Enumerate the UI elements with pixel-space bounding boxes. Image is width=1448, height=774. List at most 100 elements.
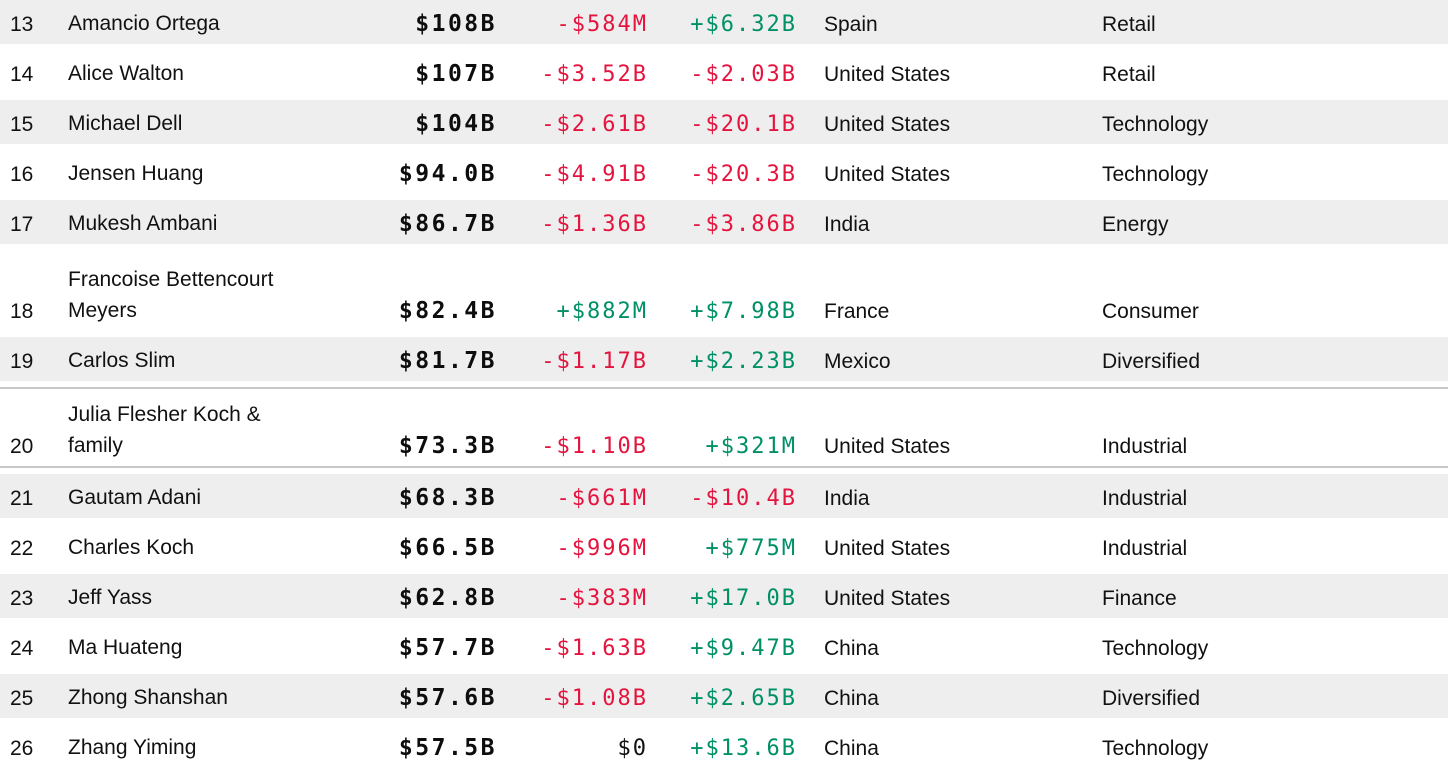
industry-cell: Energy (1102, 213, 1169, 236)
country-cell: China (824, 637, 879, 660)
name-cell: Gautam Adani (68, 482, 368, 513)
daily-change-cell: -$1.17B (541, 349, 648, 374)
net-worth-cell: $107B (415, 61, 497, 87)
rank-cell: 15 (10, 113, 34, 136)
person-name: Jeff Yass (68, 586, 153, 609)
country-cell: China (824, 737, 879, 760)
industry-cell: Diversified (1102, 687, 1201, 710)
ytd-change-cell: +$2.65B (690, 686, 797, 711)
name-cell: Michael Dell (68, 108, 368, 139)
table-row[interactable]: 22 Charles Koch $66.5B -$996M +$775M Uni… (0, 524, 1448, 568)
name-cell: Jensen Huang (68, 158, 368, 189)
daily-change-cell: -$584M (556, 12, 648, 37)
net-worth-cell: $73.3B (398, 433, 497, 459)
name-cell: Jeff Yass (68, 582, 368, 613)
country-cell: India (824, 213, 870, 236)
name-cell: Zhang Yiming (68, 732, 368, 763)
country-cell: United States (824, 537, 951, 560)
name-cell: Zhong Shanshan (68, 682, 368, 713)
rank-cell: 26 (10, 737, 34, 760)
person-name: Charles Koch (68, 536, 195, 559)
daily-change-cell: -$3.52B (541, 62, 648, 87)
rank-cell: 22 (10, 537, 34, 560)
daily-change-cell: -$1.10B (541, 434, 648, 459)
industry-cell: Technology (1102, 637, 1209, 660)
industry-cell: Finance (1102, 587, 1177, 610)
net-worth-cell: $86.7B (398, 211, 497, 237)
country-cell: China (824, 687, 879, 710)
country-cell: United States (824, 113, 951, 136)
industry-cell: Diversified (1102, 350, 1201, 373)
person-name: Mukesh Ambani (68, 212, 218, 235)
table-row[interactable]: 16 Jensen Huang $94.0B -$4.91B -$20.3B U… (0, 150, 1448, 194)
rank-cell: 19 (10, 350, 34, 373)
rank-cell: 16 (10, 163, 34, 186)
industry-cell: Consumer (1102, 300, 1199, 323)
person-name: Michael Dell (68, 112, 183, 135)
person-name: Ma Huateng (68, 636, 183, 659)
rank-cell: 20 (10, 435, 34, 458)
table-row[interactable]: 24 Ma Huateng $57.7B -$1.63B +$9.47B Chi… (0, 624, 1448, 668)
table-row[interactable]: 23 Jeff Yass $62.8B -$383M +$17.0B Unite… (0, 574, 1448, 618)
ytd-change-cell: +$321M (705, 434, 797, 459)
industry-cell: Technology (1102, 113, 1209, 136)
country-cell: France (824, 300, 890, 323)
table-row[interactable]: 25 Zhong Shanshan $57.6B -$1.08B +$2.65B… (0, 674, 1448, 718)
ytd-change-cell: -$20.3B (690, 162, 797, 187)
daily-change-cell: +$882M (556, 299, 648, 324)
ytd-change-cell: -$2.03B (690, 62, 797, 87)
rank-cell: 24 (10, 637, 34, 660)
table-row[interactable]: 15 Michael Dell $104B -$2.61B -$20.1B Un… (0, 100, 1448, 144)
person-name: Jensen Huang (68, 162, 204, 185)
table-row[interactable]: 13 Amancio Ortega $108B -$584M +$6.32B S… (0, 0, 1448, 44)
industry-cell: Technology (1102, 163, 1209, 186)
daily-change-cell: -$1.63B (541, 636, 648, 661)
ytd-change-cell: +$13.6B (690, 736, 797, 761)
net-worth-cell: $62.8B (398, 585, 497, 611)
country-cell: United States (824, 587, 951, 610)
table-row[interactable]: 17 Mukesh Ambani $86.7B -$1.36B -$3.86B … (0, 200, 1448, 244)
country-cell: United States (824, 435, 951, 458)
table-row[interactable]: 18 Francoise Bettencourt Meyers $82.4B +… (0, 250, 1448, 331)
person-name: Julia Flesher Koch & family (68, 403, 261, 457)
rank-cell: 17 (10, 213, 34, 236)
ytd-change-cell: +$17.0B (690, 586, 797, 611)
table-row[interactable]: 20 Julia Flesher Koch & family $73.3B -$… (0, 387, 1448, 468)
rank-cell: 23 (10, 587, 34, 610)
person-name: Alice Walton (68, 62, 184, 85)
net-worth-cell: $104B (415, 111, 497, 137)
name-cell: Amancio Ortega (68, 8, 368, 39)
name-cell: Mukesh Ambani (68, 208, 368, 239)
name-cell: Julia Flesher Koch & family (68, 399, 368, 461)
daily-change-cell: -$4.91B (541, 162, 648, 187)
rank-cell: 21 (10, 487, 34, 510)
person-name: Zhang Yiming (68, 736, 197, 759)
net-worth-cell: $82.4B (398, 298, 497, 324)
ytd-change-cell: +$775M (705, 536, 797, 561)
daily-change-cell: -$2.61B (541, 112, 648, 137)
person-name: Zhong Shanshan (68, 686, 228, 709)
table-row[interactable]: 26 Zhang Yiming $57.5B $0 +$13.6B China … (0, 724, 1448, 768)
name-cell: Francoise Bettencourt Meyers (68, 264, 368, 326)
net-worth-cell: $94.0B (398, 161, 497, 187)
rank-cell: 14 (10, 63, 34, 86)
person-name: Gautam Adani (68, 486, 202, 509)
daily-change-cell: -$1.08B (541, 686, 648, 711)
table-row[interactable]: 19 Carlos Slim $81.7B -$1.17B +$2.23B Me… (0, 337, 1448, 381)
industry-cell: Industrial (1102, 487, 1188, 510)
rank-cell: 25 (10, 687, 34, 710)
industry-cell: Retail (1102, 63, 1156, 86)
daily-change-cell: -$1.36B (541, 212, 648, 237)
table-row[interactable]: 21 Gautam Adani $68.3B -$661M -$10.4B In… (0, 474, 1448, 518)
net-worth-cell: $57.6B (398, 685, 497, 711)
industry-cell: Technology (1102, 737, 1209, 760)
net-worth-cell: $66.5B (398, 535, 497, 561)
rank-cell: 18 (10, 300, 34, 323)
daily-change-cell: -$996M (556, 536, 648, 561)
name-cell: Charles Koch (68, 532, 368, 563)
net-worth-cell: $57.7B (398, 635, 497, 661)
table-row[interactable]: 14 Alice Walton $107B -$3.52B -$2.03B Un… (0, 50, 1448, 94)
ytd-change-cell: +$9.47B (690, 636, 797, 661)
name-cell: Ma Huateng (68, 632, 368, 663)
